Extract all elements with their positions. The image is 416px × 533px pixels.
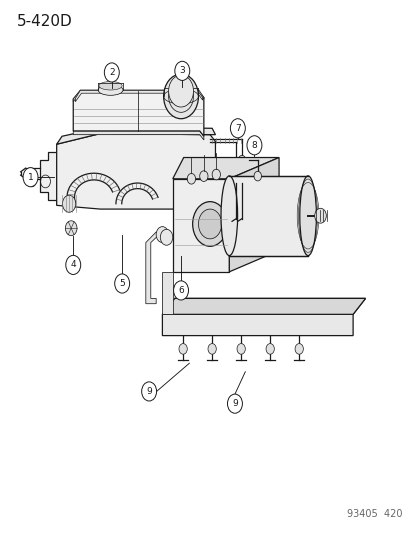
- Polygon shape: [73, 90, 204, 102]
- Circle shape: [104, 63, 119, 82]
- Text: 5: 5: [119, 279, 125, 288]
- Circle shape: [62, 195, 76, 212]
- Circle shape: [142, 382, 156, 401]
- Text: 3: 3: [179, 67, 185, 75]
- Circle shape: [266, 344, 274, 354]
- Text: 9: 9: [232, 399, 238, 408]
- Polygon shape: [73, 91, 204, 136]
- Polygon shape: [73, 131, 204, 140]
- Polygon shape: [162, 298, 366, 314]
- Text: 6: 6: [178, 286, 184, 295]
- Polygon shape: [173, 158, 279, 179]
- Circle shape: [163, 74, 198, 119]
- Circle shape: [156, 227, 168, 243]
- Circle shape: [235, 158, 243, 167]
- Circle shape: [228, 394, 243, 413]
- Polygon shape: [57, 127, 215, 144]
- Polygon shape: [173, 179, 229, 272]
- Circle shape: [115, 274, 130, 293]
- Ellipse shape: [300, 176, 317, 256]
- Polygon shape: [40, 152, 57, 200]
- Circle shape: [212, 169, 220, 180]
- Ellipse shape: [99, 82, 122, 90]
- Polygon shape: [146, 232, 160, 304]
- Text: 8: 8: [252, 141, 258, 150]
- Polygon shape: [75, 91, 203, 102]
- Circle shape: [239, 178, 245, 187]
- Polygon shape: [229, 176, 308, 256]
- Circle shape: [175, 61, 190, 80]
- Circle shape: [198, 209, 222, 239]
- Circle shape: [237, 344, 245, 354]
- Text: 7: 7: [235, 124, 241, 133]
- Text: 4: 4: [70, 261, 76, 269]
- Circle shape: [179, 344, 187, 354]
- Text: 9: 9: [146, 387, 152, 396]
- Ellipse shape: [221, 176, 238, 256]
- Circle shape: [65, 221, 77, 236]
- Polygon shape: [57, 134, 215, 209]
- Circle shape: [230, 119, 245, 138]
- Ellipse shape: [98, 85, 123, 95]
- Circle shape: [187, 173, 196, 184]
- Circle shape: [238, 156, 246, 165]
- Circle shape: [233, 178, 240, 187]
- Circle shape: [173, 281, 188, 300]
- Text: 1: 1: [28, 173, 33, 182]
- Circle shape: [160, 229, 173, 245]
- Text: 93405  420: 93405 420: [347, 509, 403, 519]
- Circle shape: [66, 255, 81, 274]
- Circle shape: [168, 75, 193, 107]
- Circle shape: [295, 344, 303, 354]
- Circle shape: [247, 136, 262, 155]
- Circle shape: [254, 171, 262, 181]
- Circle shape: [23, 167, 38, 187]
- Circle shape: [200, 171, 208, 181]
- Circle shape: [208, 344, 216, 354]
- Polygon shape: [229, 158, 279, 272]
- Polygon shape: [162, 272, 173, 314]
- Circle shape: [315, 208, 326, 223]
- Polygon shape: [162, 298, 366, 336]
- Text: 2: 2: [109, 68, 115, 77]
- Text: 5-420D: 5-420D: [17, 14, 73, 29]
- Circle shape: [193, 201, 228, 246]
